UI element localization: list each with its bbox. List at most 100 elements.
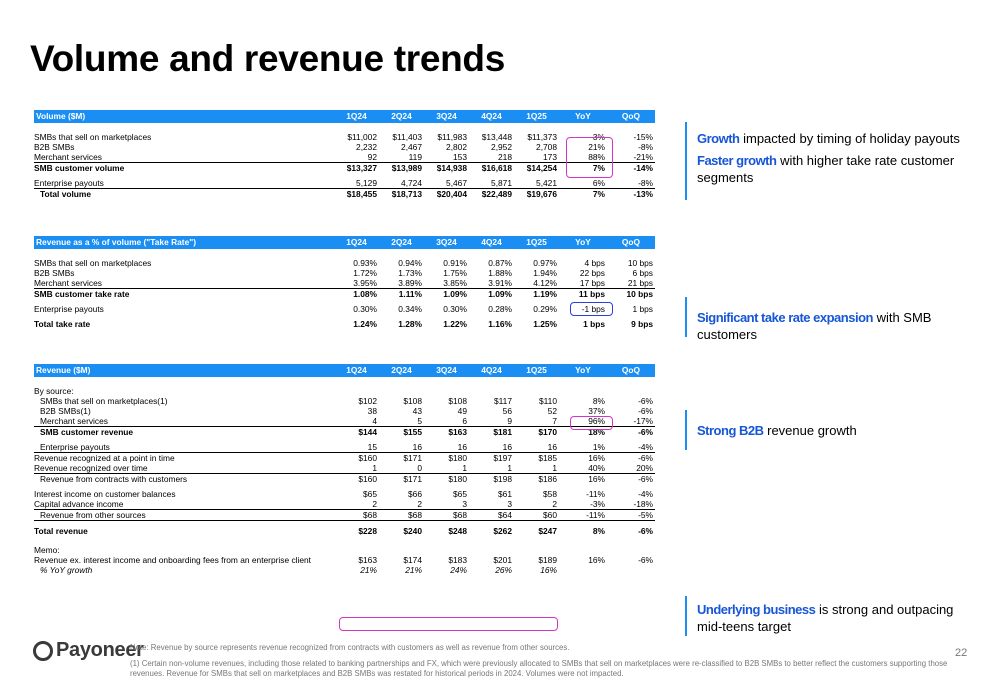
value-cell: $19,676 — [526, 189, 557, 199]
value-cell: YoY — [559, 236, 607, 249]
value-cell — [424, 386, 469, 396]
value-cell: 7 — [514, 416, 559, 427]
spacer-cell — [379, 249, 424, 258]
spacer-cell — [379, 536, 424, 545]
spacer-cell — [379, 123, 424, 132]
value-cell: 1.94% — [533, 268, 557, 278]
spacer-cell — [559, 377, 607, 386]
value-cell: 1Q25 — [514, 364, 559, 377]
value-cell: 3 — [424, 499, 469, 510]
value-cell: $183 — [448, 554, 467, 565]
value-cell: 4,724 — [379, 178, 424, 189]
row-label: Enterprise payouts — [40, 442, 110, 452]
value-cell: $14,254 — [526, 163, 557, 173]
value-cell: -14% — [633, 163, 653, 173]
table-row: SMB customer revenue $144 $155 $163 $181 $170… — [34, 427, 655, 438]
value-cell: $11,373 — [527, 132, 557, 142]
value-cell: 4 — [334, 416, 379, 427]
value-cell — [607, 545, 655, 555]
value-cell: QoQ — [607, 236, 655, 249]
value-cell: 16% — [588, 554, 605, 565]
row-label: Total volume — [40, 189, 92, 199]
value-cell: -4% — [638, 489, 653, 499]
value-cell: $64 — [469, 509, 514, 521]
spacer-row — [34, 536, 655, 545]
spacer-cell — [607, 536, 655, 545]
value-cell: 1.09% — [488, 289, 512, 299]
value-cell: 1% — [592, 442, 605, 452]
value-cell: $262 — [493, 525, 512, 536]
spacer-cell — [514, 249, 559, 258]
value-cell — [607, 386, 655, 396]
callout-label: Growth — [697, 131, 740, 146]
spacer-cell — [469, 123, 514, 132]
value-cell: 0.93% — [353, 258, 377, 268]
highlight-yoy-growth-row — [339, 617, 558, 631]
value-cell: 1.73% — [398, 268, 422, 278]
value-cell: 3.95% — [334, 278, 379, 289]
value-cell — [424, 545, 469, 555]
row-label: SMB customer take rate — [34, 289, 130, 299]
value-cell: 153 — [424, 152, 469, 163]
value-cell — [559, 386, 607, 396]
value-cell: 3Q24 — [424, 110, 469, 123]
value-cell: $11,983 — [437, 132, 467, 142]
table-row: Interest income on customer balances $65 $… — [34, 489, 655, 499]
table-row: Total revenue $228 $240 $248 $262 $247 8% -6% — [34, 526, 655, 536]
row-label: Enterprise payouts — [34, 304, 104, 314]
value-cell: 22 bps — [579, 268, 605, 278]
callout-b2b: Strong B2B revenue growth — [685, 410, 975, 450]
value-cell: 3.89% — [379, 278, 424, 289]
row-label: SMBs that sell on marketplaces — [34, 132, 152, 142]
value-cell: 52 — [547, 406, 557, 416]
table-row: Merchant services 92 119 153 218 173 88% -21% — [34, 152, 655, 163]
row-label: Total revenue — [34, 525, 88, 536]
value-cell: 0.28% — [488, 304, 512, 314]
value-cell — [514, 545, 559, 555]
value-cell: 3Q24 — [424, 364, 469, 377]
row-label: Revenue ex. interest income and onboardi… — [34, 554, 312, 565]
value-cell: $11,403 — [392, 132, 422, 142]
callout-label: Underlying business — [697, 602, 816, 617]
value-cell: 173 — [514, 152, 559, 163]
value-cell: 16% — [559, 452, 607, 463]
callout-label: Significant take rate expansion — [697, 310, 873, 325]
callout-label: Faster growth — [697, 153, 777, 168]
spacer-cell — [469, 249, 514, 258]
value-cell: QoQ — [607, 110, 655, 123]
row-label: Merchant services — [34, 416, 334, 427]
value-cell: 16% — [588, 474, 605, 484]
value-cell: $155 — [403, 427, 422, 437]
spacer-cell — [34, 249, 334, 258]
table-header: Revenue ($M) 1Q24 2Q24 3Q24 4Q24 1Q25 YoY QoQ — [34, 364, 655, 377]
value-cell: $20,404 — [436, 189, 467, 199]
value-cell — [334, 386, 379, 396]
value-cell: $68 — [379, 509, 424, 521]
value-cell: 1.16% — [488, 319, 512, 329]
value-cell: -1 bps — [581, 304, 605, 314]
value-cell: 2 — [334, 499, 379, 510]
value-cell: -15% — [633, 132, 653, 142]
value-cell: $13,989 — [391, 163, 422, 173]
logo-wordmark: Payoneer — [56, 639, 144, 661]
value-cell: $108 — [403, 396, 422, 406]
value-cell: $11,002 — [347, 132, 377, 142]
spacer-cell — [424, 377, 469, 386]
value-cell: 24% — [450, 564, 467, 575]
row-label: Revenue recognized at a point in time — [34, 452, 334, 463]
spacer-cell — [379, 377, 424, 386]
row-label: SMB customer volume — [34, 163, 125, 173]
row-label: B2B SMBs — [34, 268, 75, 278]
value-cell: 17 bps — [559, 278, 607, 289]
value-cell: $14,938 — [436, 163, 467, 173]
value-cell: 9 bps — [631, 319, 653, 329]
value-cell: 6% — [559, 178, 607, 189]
spacer-cell — [34, 123, 334, 132]
spacer-cell — [559, 249, 607, 258]
value-cell: 1Q24 — [334, 364, 379, 377]
value-cell: 0.97% — [533, 258, 557, 268]
value-cell — [559, 545, 607, 555]
value-cell: 5,871 — [469, 178, 514, 189]
value-cell: 2,802 — [446, 142, 467, 152]
value-cell: -6% — [638, 474, 653, 484]
